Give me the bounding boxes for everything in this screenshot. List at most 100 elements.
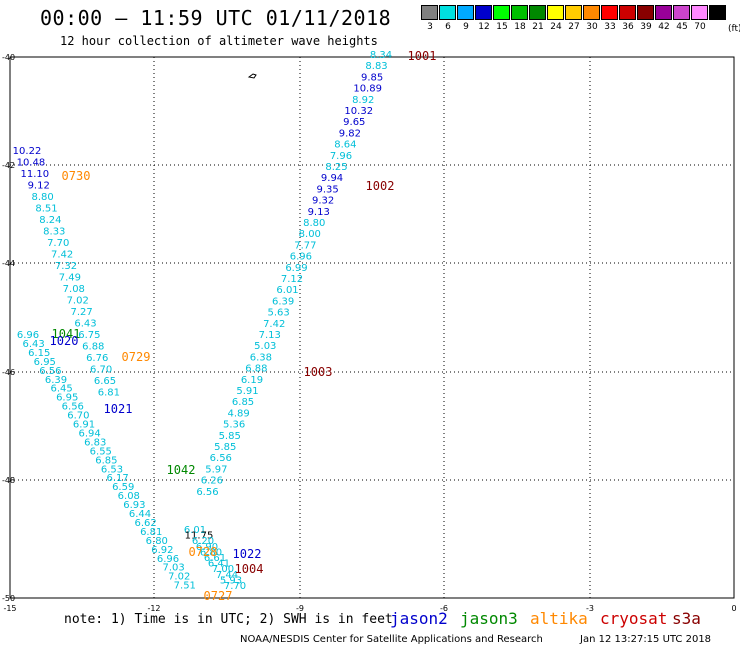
swh-value: 6.39 — [272, 296, 294, 307]
swh-value: 7.32 — [55, 261, 77, 272]
page-title: 00:00 — 11:59 UTC 01/11/2018 — [40, 6, 392, 30]
swh-value: 5.85 — [219, 431, 241, 442]
swh-value: 5.63 — [268, 308, 290, 319]
swh-value: 6.80 — [200, 547, 222, 558]
swh-value: 6.75 — [78, 330, 100, 341]
lon-tick-label: -15 — [3, 604, 16, 613]
legend-label: 24 — [550, 22, 562, 32]
swh-value: 7.70 — [47, 238, 69, 249]
legend-swatch — [637, 5, 654, 20]
swh-value: 9.85 — [361, 72, 383, 83]
legend-label: 9 — [463, 22, 469, 32]
swh-value: 10.22 — [13, 146, 42, 157]
swh-value: 6.70 — [90, 365, 112, 376]
swh-value: 6.01 — [276, 285, 298, 296]
page-subtitle: 12 hour collection of altimeter wave hei… — [60, 34, 378, 48]
credit-line: NOAA/NESDIS Center for Satellite Applica… — [240, 634, 543, 645]
legend-swatch — [565, 5, 582, 20]
sat-name-altika: altika — [530, 609, 588, 628]
legend-label: 30 — [586, 22, 598, 32]
swh-value: 5.03 — [254, 341, 276, 352]
sat-name-jason2: jason2 — [390, 609, 448, 628]
legend-swatch — [511, 5, 528, 20]
pass-label: 1042 — [167, 463, 196, 477]
swh-value: 6.70 — [67, 411, 89, 422]
swh-value: 6.96 — [157, 554, 179, 565]
swh-value: 6.56 — [39, 366, 61, 377]
swh-value: 6.56 — [196, 487, 218, 498]
swh-value: 8.64 — [334, 140, 356, 151]
swh-value: 9.32 — [312, 196, 334, 207]
swh-value: 11.75 — [185, 531, 214, 542]
swh-value: 6.90 — [196, 542, 218, 553]
legend-swatch — [529, 5, 546, 20]
lon-tick-label: -12 — [147, 604, 160, 613]
swh-value: 6.83 — [84, 437, 106, 448]
swh-value: 6.56 — [210, 453, 232, 464]
swh-value: 5.97 — [205, 464, 227, 475]
swh-value: 8.92 — [352, 95, 374, 106]
legend-label: 6 — [445, 22, 451, 32]
swh-value: 6.43 — [74, 319, 96, 330]
swh-value: 6.55 — [90, 446, 112, 457]
sat-name-jason3: jason3 — [460, 609, 518, 628]
sat-name-s3a: s3a — [672, 609, 701, 628]
sat-name-cryosat: cryosat — [600, 609, 668, 628]
legend-swatch — [583, 5, 600, 20]
swh-value: 7.27 — [70, 307, 92, 318]
swh-value: 6.94 — [78, 428, 100, 439]
swh-value: 6.19 — [241, 375, 263, 386]
swh-value: 9.94 — [321, 173, 343, 184]
swh-value: 8.25 — [325, 162, 347, 173]
swh-value: 6.45 — [50, 384, 72, 395]
legend-swatch — [619, 5, 636, 20]
swh-value: 5.85 — [214, 442, 236, 453]
swh-value: 7.77 — [294, 240, 316, 251]
swh-value: 6.95 — [34, 357, 56, 368]
swh-value: 7.12 — [281, 274, 303, 285]
swh-value: 6.41 — [208, 559, 230, 570]
legend-labels: 3 6 9 12 15 18 21 24 27 30 33 36 39 42 45 70 — [421, 20, 727, 32]
lat-tick-label: -48 — [2, 476, 15, 485]
swh-value: 10.32 — [344, 106, 373, 117]
swh-value: 7.42 — [51, 250, 73, 261]
swh-value: 6.20 — [192, 536, 214, 547]
swh-value: 7.96 — [330, 151, 352, 162]
swh-value: 6.26 — [201, 476, 223, 487]
legend-label: 18 — [514, 22, 526, 32]
legend-label: 21 — [532, 22, 544, 32]
legend-swatch — [475, 5, 492, 20]
legend-label: 15 — [496, 22, 508, 32]
pass-label: 1001 — [408, 49, 437, 63]
swh-value: 6.96 — [17, 330, 39, 341]
legend-label: 70 — [694, 22, 706, 32]
swh-value: 7.08 — [63, 284, 85, 295]
swh-value: 6.81 — [140, 527, 162, 538]
swh-value: 6.61 — [204, 553, 226, 564]
lat-tick-label: -46 — [2, 368, 15, 377]
swh-value: 6.81 — [98, 388, 120, 399]
swh-value: 6.80 — [146, 536, 168, 547]
pass-label: 0730 — [62, 169, 91, 183]
swh-value: 8.33 — [43, 227, 65, 238]
pass-label: 1004 — [235, 562, 264, 576]
swh-value: 6.76 — [86, 353, 108, 364]
swh-value: 5.93 — [220, 575, 242, 586]
legend-swatch — [493, 5, 510, 20]
swh-value: 7.13 — [259, 330, 281, 341]
island-outline — [247, 73, 257, 79]
pass-label: 1021 — [104, 402, 133, 416]
legend-unit: (ft) — [728, 24, 740, 34]
lat-tick-label: -50 — [2, 594, 15, 603]
pass-label: 0729 — [122, 350, 151, 364]
swh-value: 6.92 — [151, 545, 173, 556]
legend-swatch — [601, 5, 618, 20]
swh-value: 6.59 — [112, 482, 134, 493]
pass-label: 1041 — [52, 327, 81, 341]
swh-value: 6.96 — [290, 252, 312, 263]
legend-swatch — [457, 5, 474, 20]
swh-value: 6.85 — [232, 397, 254, 408]
swh-value: 7.42 — [263, 319, 285, 330]
